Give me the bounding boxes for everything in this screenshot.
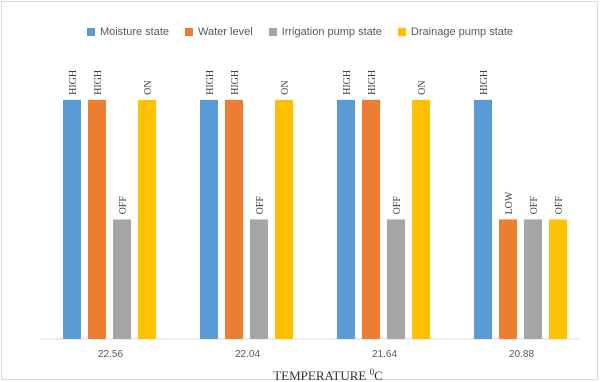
x-tick-label-0: 22.56 <box>98 349 123 360</box>
data-label-moisture-state-0: HIGH <box>68 70 79 95</box>
bar-irrigation-pump-state-3 <box>524 219 542 339</box>
data-label-water-level-0: HIGH <box>93 70 104 95</box>
legend-swatch-moisture-state <box>86 28 95 36</box>
bar-water-level-2 <box>362 99 380 339</box>
bar-water-level-1 <box>225 99 243 339</box>
bar-drainage-pump-state-3 <box>549 219 567 339</box>
data-label-irrigation-pump-state-1: OFF <box>255 196 266 215</box>
x-tick-label-2: 21.64 <box>372 349 397 360</box>
data-label-irrigation-pump-state-2: OFF <box>392 196 403 215</box>
legend-swatch-water-level <box>185 28 194 36</box>
x-axis-title-main: TEMPERATURE <box>273 368 369 382</box>
x-tick-labels-group: 22.56 22.04 21.64 20.88 <box>98 349 534 360</box>
legend-label-drainage-pump-state: Drainage pump state <box>410 26 514 38</box>
data-labels-group: HIGH HIGH OFF ON HIGH HIGH OFF ON HIGH HIGH OFF ON H… <box>68 70 565 215</box>
legend-label-irrigation-pump-state: Irrigation pump state <box>281 26 382 38</box>
bar-water-level-0 <box>88 99 106 339</box>
data-label-irrigation-pump-state-0: OFF <box>118 196 129 215</box>
legend-item-water-level: Water level <box>185 26 253 38</box>
legend-item-moisture-state: Moisture state <box>86 26 170 38</box>
bar-irrigation-pump-state-1 <box>250 219 268 339</box>
x-tick-label-3: 20.88 <box>509 349 534 360</box>
bar-drainage-pump-state-2 <box>412 99 430 339</box>
legend-label-moisture-state: Moisture state <box>99 26 170 38</box>
data-label-drainage-pump-state-2: ON <box>417 80 428 94</box>
legend-label-water-level: Water level <box>198 26 253 38</box>
data-label-moisture-state-3: HIGH <box>479 70 490 95</box>
data-label-water-level-2: HIGH <box>367 70 378 95</box>
x-axis-title-superscript: 0 <box>370 367 375 377</box>
data-label-drainage-pump-state-0: ON <box>143 80 154 94</box>
legend-swatch-drainage-pump-state <box>397 28 406 36</box>
data-label-drainage-pump-state-1: ON <box>280 80 291 94</box>
bar-moisture-state-1 <box>200 99 218 339</box>
bar-drainage-pump-state-1 <box>275 99 293 339</box>
bar-water-level-3 <box>499 219 517 339</box>
x-axis-title-unit: C <box>374 368 383 382</box>
data-label-moisture-state-1: HIGH <box>205 70 216 95</box>
bars-group <box>63 99 567 339</box>
data-label-irrigation-pump-state-3: OFF <box>529 196 540 215</box>
bar-moisture-state-3 <box>474 99 492 339</box>
chart-legend: Moisture state Water level Irrigation pu… <box>0 26 600 38</box>
data-label-water-level-1: HIGH <box>230 70 241 95</box>
bar-moisture-state-2 <box>337 99 355 339</box>
bar-moisture-state-0 <box>63 99 81 339</box>
bar-irrigation-pump-state-0 <box>113 219 131 339</box>
bar-irrigation-pump-state-2 <box>387 219 405 339</box>
legend-item-drainage-pump-state: Drainage pump state <box>397 26 514 38</box>
bar-drainage-pump-state-0 <box>138 99 156 339</box>
data-label-drainage-pump-state-3: OFF <box>554 196 565 215</box>
x-tick-label-1: 22.04 <box>235 349 260 360</box>
x-axis-title: TEMPERATURE 0C <box>273 367 383 382</box>
legend-item-irrigation-pump-state: Irrigation pump state <box>268 26 382 38</box>
data-label-water-level-3: LOW <box>504 191 515 214</box>
data-label-moisture-state-2: HIGH <box>342 70 353 95</box>
legend-swatch-irrigation-pump-state <box>268 28 277 36</box>
